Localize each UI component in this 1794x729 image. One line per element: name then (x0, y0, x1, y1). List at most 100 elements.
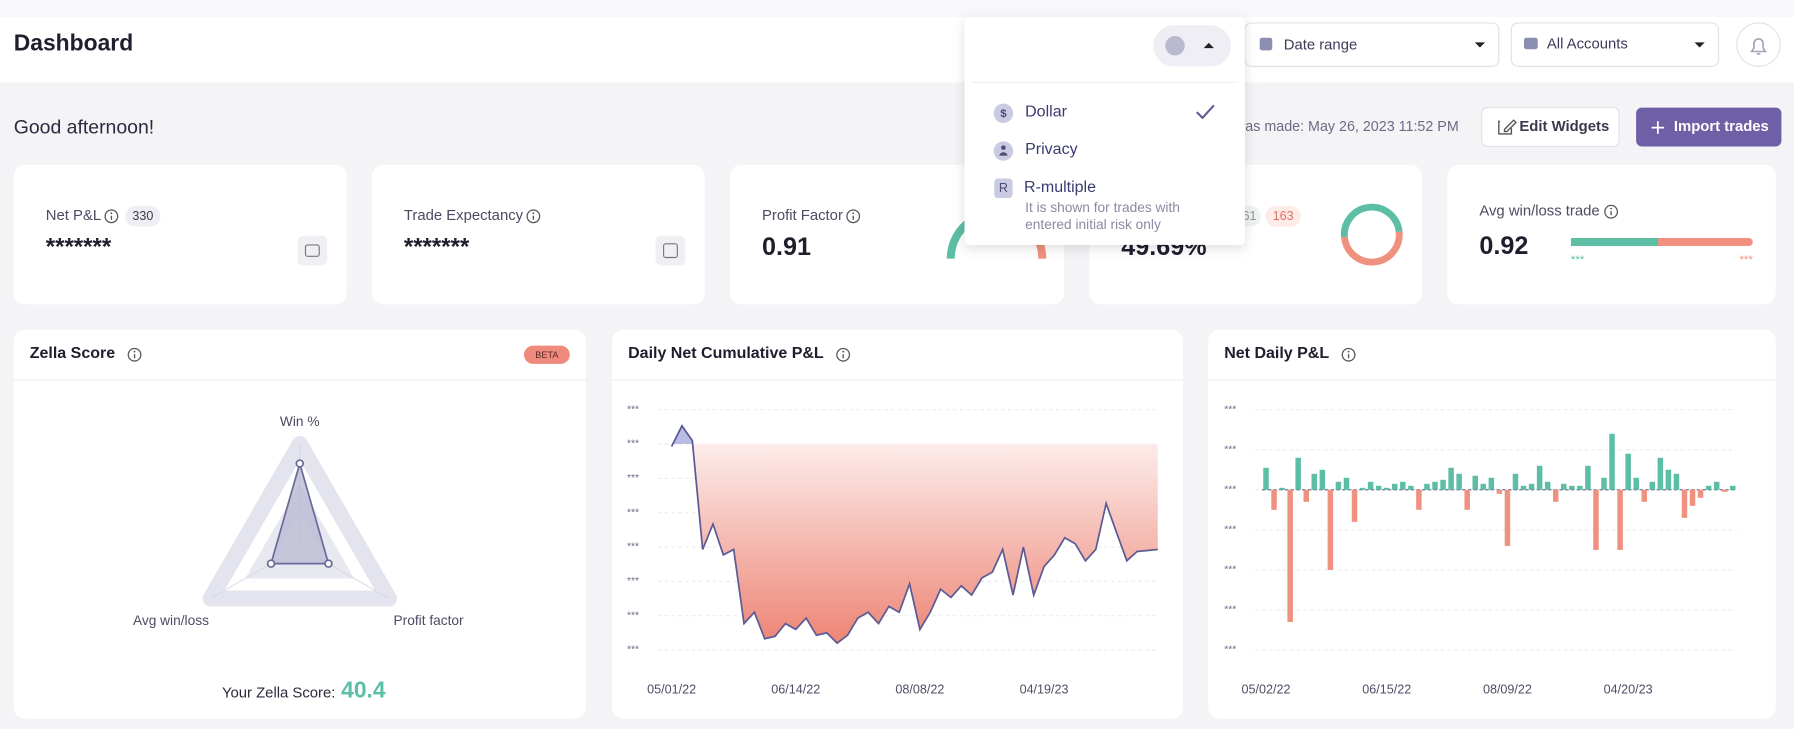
bar (1714, 482, 1719, 490)
loss-amount: *** (1739, 254, 1753, 266)
radar-point (268, 560, 275, 567)
bar (1287, 490, 1292, 622)
count-badge-text: 330 (132, 209, 153, 223)
bar (1722, 490, 1727, 492)
stat-label: Profit Factor (762, 208, 843, 224)
bar (1625, 454, 1630, 490)
person-head (1001, 145, 1006, 150)
bar (1609, 434, 1614, 490)
score-value: 40.4 (341, 676, 386, 702)
bar (1537, 466, 1542, 490)
stat-label: Trade Expectancy (404, 208, 524, 224)
account-label[interactable]: All Accounts (1547, 37, 1628, 53)
bar (1698, 490, 1703, 498)
bar (1440, 480, 1445, 490)
calendar-icon (1260, 38, 1273, 51)
bar (1674, 474, 1679, 490)
y-tick-label: *** (1224, 525, 1236, 536)
bar (1352, 490, 1357, 522)
bar (1617, 490, 1622, 550)
bar (1376, 486, 1381, 490)
bar (1641, 490, 1646, 502)
bar (1279, 488, 1284, 490)
menu-item-label[interactable]: Dollar (1025, 103, 1067, 120)
y-tick-label: *** (627, 576, 639, 587)
stat-value: ******* (404, 234, 470, 261)
last-import-info: rt was made: May 26, 2023 11:52 PM (1222, 119, 1459, 135)
bar (1472, 476, 1477, 490)
bar (1633, 478, 1638, 490)
chart-panel (1208, 330, 1775, 719)
bar (1464, 490, 1469, 510)
y-tick-label: *** (627, 404, 639, 415)
bar (1295, 458, 1300, 490)
x-tick-label: 04/19/23 (1020, 682, 1069, 696)
import-trades-label[interactable]: Import trades (1674, 119, 1769, 135)
edit-widgets-label[interactable]: Edit Widgets (1519, 119, 1609, 135)
stat-label: Net P&L (46, 208, 101, 224)
info-icon-dot (1348, 351, 1350, 353)
bar (1408, 486, 1413, 490)
account-icon (1524, 38, 1538, 49)
bar (1344, 478, 1349, 490)
radar-axis-label: Profit factor (393, 613, 464, 628)
chart-title: Zella Score (30, 345, 115, 362)
bar (1682, 490, 1687, 518)
bar (1553, 490, 1558, 502)
y-tick-label: *** (627, 507, 639, 518)
currency-toggle[interactable] (1153, 25, 1231, 66)
bar (1545, 482, 1550, 490)
bar (1392, 484, 1397, 490)
bar (1690, 490, 1695, 506)
menu-item-note: It is shown for trades with (1025, 200, 1180, 215)
bar (1521, 486, 1526, 490)
stat-value: ******* (46, 234, 112, 261)
y-tick-label: *** (627, 439, 639, 450)
x-tick-label: 05/02/22 (1242, 682, 1291, 696)
notification-button[interactable] (1737, 23, 1780, 66)
y-tick-label: *** (1224, 485, 1236, 496)
bar (1328, 490, 1333, 570)
score-label: Your Zella Score: (222, 685, 335, 701)
bar (1569, 486, 1574, 490)
radar-axis-label: Win % (280, 414, 320, 429)
stat-icon (297, 236, 327, 266)
bar (1706, 486, 1711, 490)
x-tick-label: 04/20/23 (1604, 682, 1653, 696)
chart-title: Net Daily P&L (1224, 345, 1329, 362)
greeting: Good afternoon! (14, 116, 154, 138)
bar (1577, 486, 1582, 490)
x-tick-label: 06/15/22 (1362, 682, 1411, 696)
bar (1529, 484, 1534, 490)
bar (1505, 490, 1510, 546)
menu-item-label[interactable]: R-multiple (1024, 179, 1096, 196)
bar (1320, 470, 1325, 490)
stat-icon (656, 236, 686, 266)
bar (1384, 488, 1389, 490)
stat-value: 0.91 (762, 233, 811, 261)
bar (1448, 468, 1453, 490)
currency-toggle-icon (1165, 36, 1184, 55)
bar (1432, 482, 1437, 490)
x-tick-label: 08/09/22 (1483, 682, 1532, 696)
menu-item-label[interactable]: Privacy (1025, 141, 1077, 158)
y-tick-label: *** (627, 542, 639, 553)
y-tick-label: *** (1224, 645, 1236, 656)
header-top-strip (0, 0, 1794, 17)
radar-axis-label: Avg win/loss (133, 613, 209, 628)
radar-point (325, 560, 332, 567)
bar (1456, 474, 1461, 490)
y-tick-label: *** (627, 610, 639, 621)
menu-icon-text: $ (1000, 108, 1007, 120)
bar (1368, 482, 1373, 490)
x-tick-label: 05/01/22 (647, 682, 696, 696)
y-tick-label: *** (627, 473, 639, 484)
menu-icon (994, 141, 1013, 160)
bar (1336, 482, 1341, 490)
menu-item-note: entered initial risk only (1025, 217, 1161, 232)
bar (1489, 478, 1494, 490)
stat-label: Avg win/loss trade (1479, 204, 1599, 220)
info-icon-dot (1610, 208, 1612, 210)
date-range-label[interactable]: Date range (1284, 38, 1358, 54)
